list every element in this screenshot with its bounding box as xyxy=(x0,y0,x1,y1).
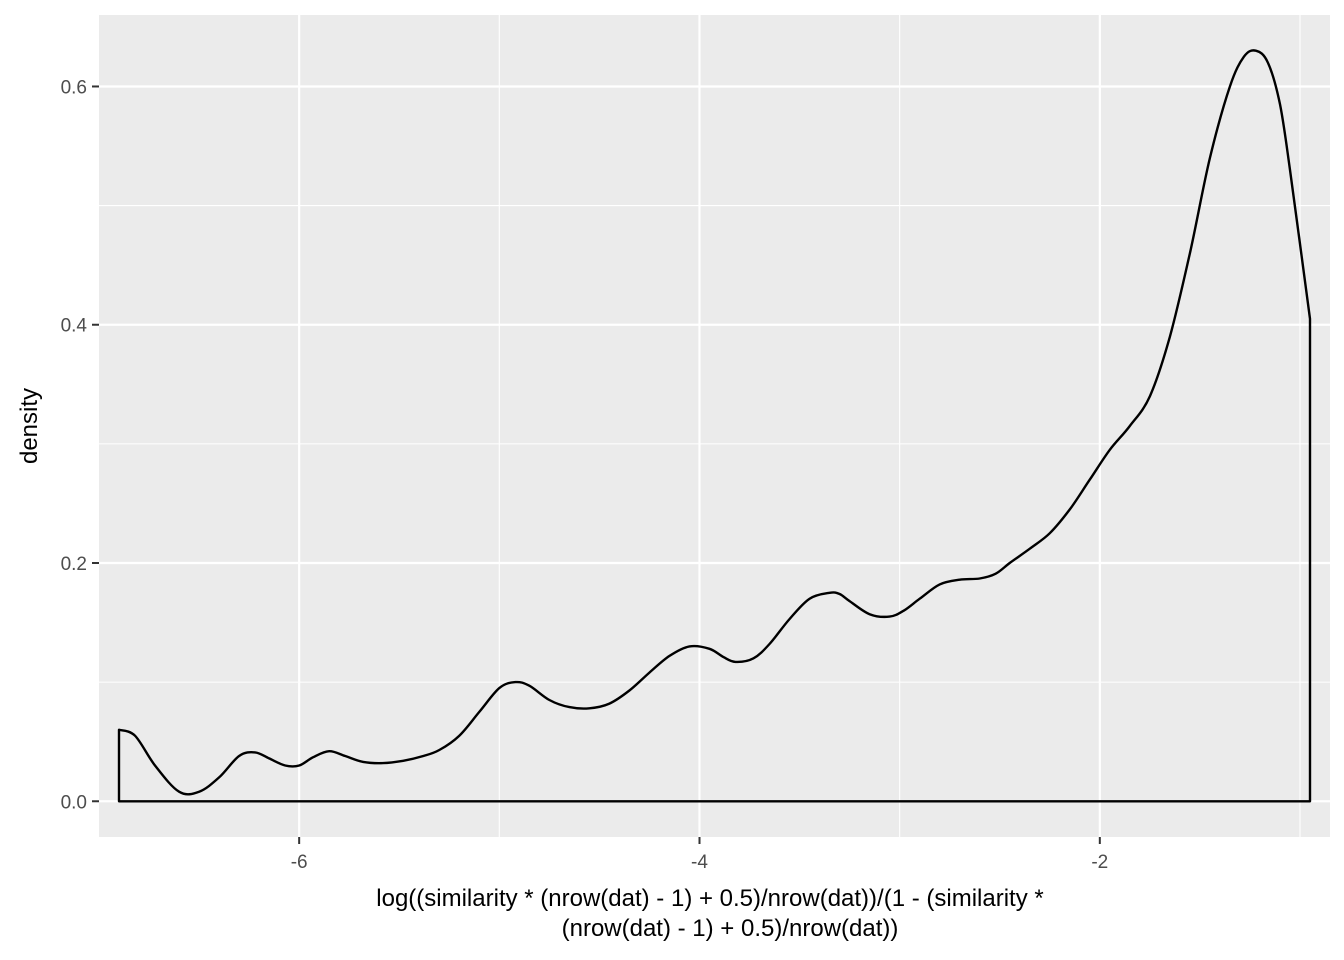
y-axis-title: density xyxy=(16,388,43,464)
density-curve xyxy=(117,49,1312,803)
x-axis-title-line-1: log((similarity * (nrow(dat) - 1) + 0.5)… xyxy=(376,885,1043,912)
y-tick-label: 0.4 xyxy=(61,316,88,337)
y-axis: 0.0 0.2 0.4 0.6 xyxy=(61,77,99,813)
y-tick-label: 0.6 xyxy=(61,77,87,98)
x-axis-title-line-2: (nrow(dat) - 1) + 0.5)/nrow(dat)) xyxy=(562,915,899,942)
x-tick-label: -6 xyxy=(291,852,308,873)
y-tick-label: 0.2 xyxy=(61,554,87,575)
x-tick-label: -2 xyxy=(1091,852,1108,873)
y-tick-label: 0.0 xyxy=(61,792,87,813)
plot-panel xyxy=(99,15,1330,837)
x-axis: -6 -4 -2 xyxy=(291,837,1108,873)
minor-gridlines xyxy=(99,15,1330,837)
x-tick-label: -4 xyxy=(691,852,708,873)
